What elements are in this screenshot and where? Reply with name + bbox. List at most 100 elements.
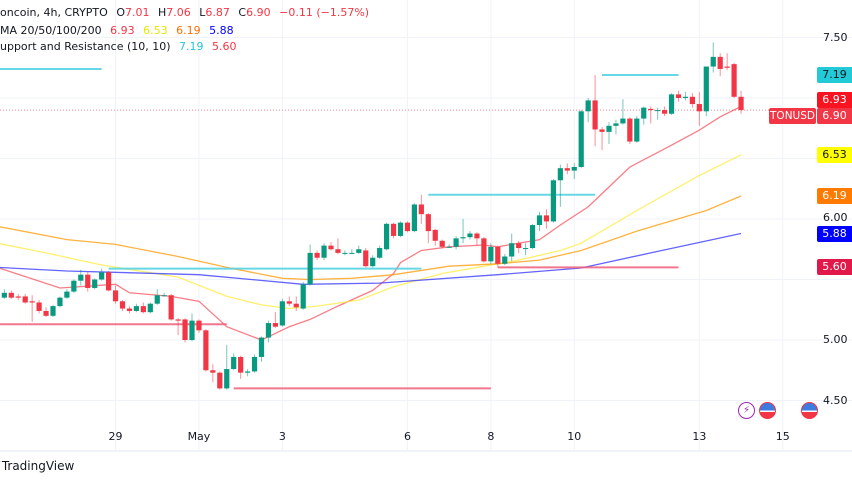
candle-body <box>536 215 543 226</box>
candle-body <box>613 123 619 126</box>
candle-body <box>564 168 570 171</box>
sr-legend[interactable]: upport and Resistance (10, 10) 7.19 5.60 <box>0 40 242 54</box>
candle-body <box>203 330 209 371</box>
candle-body <box>418 204 424 215</box>
ma-indicator-name: MA 20/50/100/200 <box>0 24 102 37</box>
ma20-value: 6.93 <box>110 24 135 37</box>
candle-body <box>92 279 98 288</box>
candle-body <box>717 56 723 69</box>
time-tick-label: 13 <box>692 430 707 443</box>
candle-body <box>265 323 272 338</box>
candle-body <box>411 204 417 232</box>
candle-body <box>71 280 77 292</box>
us-flag-icon[interactable] <box>759 402 776 419</box>
candle-body <box>238 356 244 373</box>
ma50-value: 6.53 <box>143 24 168 37</box>
price-badge: 6.90 <box>817 108 852 125</box>
symbol-legend: oncoin, 4h, CRYPTO O7.01 H7.06 L6.87 C6.… <box>0 6 374 20</box>
candle-body <box>168 295 174 320</box>
sr-indicator-name: upport and Resistance (10, 10) <box>0 40 171 53</box>
time-tick-label: 3 <box>278 430 286 443</box>
candle-body <box>85 274 91 288</box>
candle-body <box>1 292 7 298</box>
candle-body <box>377 248 383 258</box>
axis-divider <box>0 450 852 452</box>
candle-body <box>467 233 473 238</box>
candle-body <box>453 238 459 247</box>
candle-body <box>363 250 369 267</box>
time-tick-label: 15 <box>775 430 790 443</box>
candle-body <box>321 245 327 258</box>
candle-body <box>731 64 737 97</box>
ma-legend[interactable]: MA 20/50/100/200 6.93 6.53 6.19 5.88 <box>0 24 239 38</box>
candle-body <box>356 249 362 253</box>
candle-body <box>175 319 181 321</box>
candle-body <box>488 246 494 262</box>
candle-body <box>523 248 529 250</box>
candle-body <box>606 125 612 132</box>
us-flag-icon[interactable] <box>801 402 818 419</box>
candle-body <box>154 295 160 304</box>
price-badge: 5.60 <box>817 259 852 276</box>
candle-body <box>349 252 355 254</box>
lightning-icon[interactable]: ⚡ <box>738 402 755 419</box>
candle-body <box>502 256 508 264</box>
candle-body <box>133 306 139 311</box>
brand-name: TradingView <box>1 459 75 473</box>
candle-body <box>210 370 216 373</box>
candle-body <box>599 129 605 132</box>
candle-body <box>196 320 202 331</box>
candle-body <box>182 319 188 340</box>
candle-body <box>8 292 14 298</box>
support-value: 5.60 <box>212 40 237 53</box>
time-tick-label: 8 <box>487 430 495 443</box>
candle-body <box>272 323 278 327</box>
candle-body <box>404 222 411 232</box>
candle-body <box>390 223 397 236</box>
candle-body <box>258 337 265 357</box>
ma200-value: 5.88 <box>209 24 234 37</box>
candle-body <box>529 225 536 249</box>
resistance-value: 7.19 <box>179 40 204 53</box>
candle-body <box>432 229 438 241</box>
candle-body <box>328 245 334 250</box>
candle-body <box>251 356 258 372</box>
price-chart[interactable] <box>0 0 852 452</box>
candle-body <box>314 252 320 258</box>
symbol-title[interactable]: oncoin, 4h, CRYPTO <box>0 6 108 19</box>
candle-body <box>516 243 522 249</box>
candle-body <box>627 118 633 142</box>
tradingview-logo[interactable]: ⁄ TradingView <box>0 459 75 473</box>
candle-body <box>557 168 563 181</box>
ohlc-open: O7.01 <box>116 6 150 19</box>
candle-body <box>57 297 63 307</box>
candle-body <box>724 66 730 68</box>
candle-body <box>641 107 647 119</box>
candle-body <box>43 310 49 316</box>
candle-body <box>300 284 306 309</box>
ohlc-close: C6.90 <box>238 6 271 19</box>
candle-body <box>696 104 702 112</box>
candle-body <box>550 180 556 222</box>
price-badge: 5.88 <box>817 226 852 243</box>
candle-body <box>126 308 133 311</box>
time-tick-label: May <box>187 430 211 443</box>
candle-body <box>335 249 341 253</box>
candle-body <box>36 302 42 311</box>
candle-body <box>112 290 119 302</box>
ma-line-ma50 <box>0 154 742 310</box>
candle-body <box>307 252 313 285</box>
candle-body <box>370 257 376 267</box>
ma-line-ma100 <box>0 195 742 281</box>
candle-body <box>703 66 709 112</box>
price-badge: 6.53 <box>817 146 852 163</box>
time-tick-label: 29 <box>108 430 123 443</box>
candle-body <box>22 296 28 303</box>
ma100-value: 6.19 <box>176 24 201 37</box>
candle-body <box>342 252 348 254</box>
price-change: −0.11 (−1.57%) <box>279 6 370 19</box>
time-tick-label: 6 <box>403 430 411 443</box>
candle-body <box>15 296 21 298</box>
candle-body <box>293 303 299 308</box>
candle-body <box>592 100 598 130</box>
